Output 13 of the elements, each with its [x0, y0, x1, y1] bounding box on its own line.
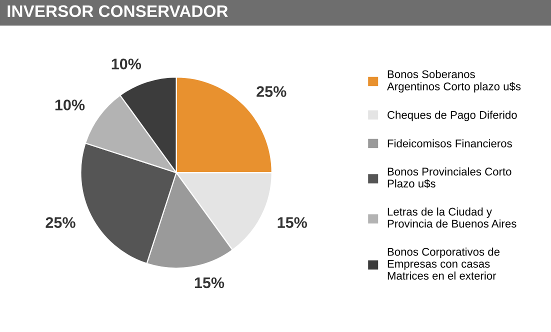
data-label: 10% — [55, 100, 85, 110]
data-label: 15% — [194, 277, 224, 288]
legend-label: Cheques de Pago Diferido — [388, 110, 517, 122]
data-label: 25% — [46, 217, 76, 228]
legend-label: Bonos Soberanos Argentinos Corto plazo u$s — [387, 70, 521, 93]
legend-label: Bonos Provinciales Corto Plazo u$s — [388, 167, 512, 188]
data-label: 10% — [112, 58, 142, 70]
data-label: 25% — [256, 86, 286, 97]
legend-label: Fideicomisos Financieros — [388, 139, 512, 148]
legend-label: Bonos Corporativos de Empresas con casas Matrices en el exterior — [388, 248, 500, 280]
data-label: 15% — [278, 217, 308, 228]
legend-label: Letras de la Ciudad y Provincia de Buenos Aires — [388, 207, 516, 228]
chart-title: INVERSOR CONSERVADOR — [8, 5, 228, 18]
